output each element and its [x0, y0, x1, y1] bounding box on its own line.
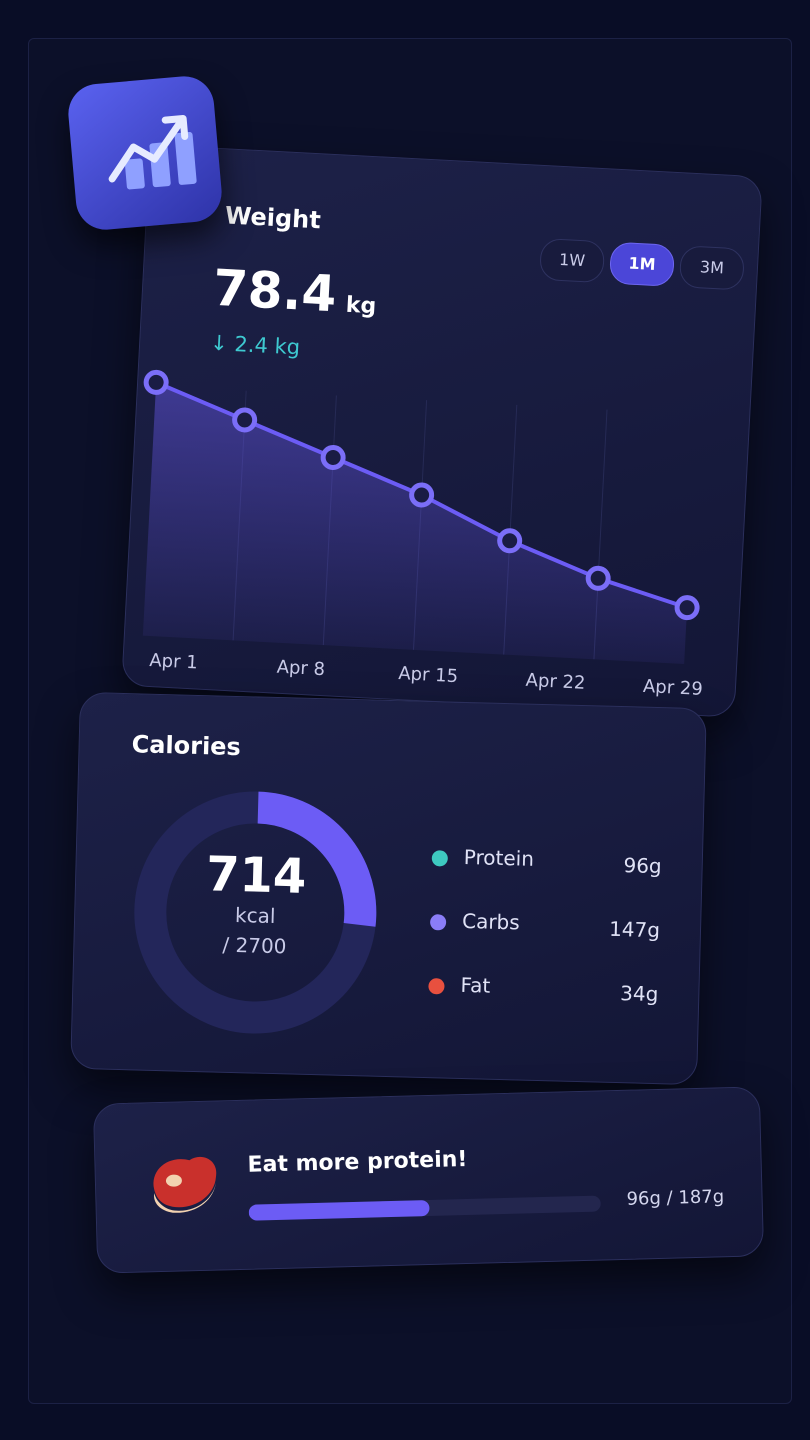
protein-card: Eat more protein! 96g / 187g [92, 1086, 765, 1274]
protein-amount: 96g / 187g [626, 1186, 725, 1210]
weight-card: Weight 1W 1M 3M 78.4 kg ↓ 2.4 kg Apr 1 Apr … [121, 144, 763, 718]
app-icon [65, 73, 225, 233]
macro-name: Carbs [461, 908, 521, 935]
weight-unit: kg [345, 292, 377, 320]
range-tabs: 1W 1M 3M [539, 237, 751, 293]
weight-point [585, 565, 611, 591]
weight-point [497, 528, 523, 554]
x-tick-label: Apr 1 [149, 650, 198, 674]
macro-row: Fat 34g [428, 970, 659, 1006]
chart-icon [108, 115, 197, 190]
calories-card: Calories 714 kcal / 2700 Protein 96g Carbs… [70, 691, 707, 1086]
macro-row: Protein 96g [431, 842, 662, 878]
macro-dot [431, 850, 449, 867]
macro-list: Protein 96g Carbs 147g Fat 34g [428, 842, 662, 1006]
macro-amount: 147g [608, 916, 661, 943]
weight-point [232, 407, 258, 433]
x-tick-label: Apr 22 [525, 670, 586, 694]
donut-progress [134, 791, 377, 1034]
calorie-donut [134, 791, 377, 1034]
x-tick-label: Apr 8 [276, 657, 325, 681]
weight-value-row: 78.4 kg [212, 259, 379, 325]
protein-title: Eat more protein! [247, 1146, 468, 1178]
weight-value: 78.4 [211, 258, 338, 324]
weight-point [409, 482, 435, 508]
weight-area [142, 382, 688, 664]
calories-unit: kcal [234, 902, 276, 929]
macro-row: Carbs 147g [429, 906, 661, 943]
macro-dot [429, 914, 447, 931]
macro-name: Fat [460, 972, 491, 998]
x-tick-label: Apr 15 [398, 663, 459, 687]
macro-amount: 96g [623, 853, 662, 879]
calories-title: Calories [131, 730, 242, 762]
calories-consumed: 714 [205, 846, 308, 905]
weight-point [143, 369, 169, 395]
steak-icon [153, 1156, 217, 1213]
macro-amount: 34g [619, 981, 659, 1007]
protein-bar [248, 1195, 601, 1221]
weight-title: Weight [224, 201, 322, 235]
x-tick-label: Apr 29 [642, 676, 703, 700]
macro-dot [428, 978, 445, 995]
protein-fill [248, 1200, 430, 1221]
weight-chart: Apr 1 Apr 8 Apr 15 Apr 22 Apr 29 [142, 369, 703, 700]
calorie-center: 714 kcal / 2700 [129, 844, 382, 961]
weight-point [320, 444, 346, 470]
weight-point [674, 595, 700, 621]
range-tab[interactable]: 3M [678, 245, 745, 291]
range-tab[interactable]: 1M [608, 241, 676, 287]
range-tab[interactable]: 1W [539, 237, 606, 284]
macro-name: Protein [463, 844, 535, 871]
